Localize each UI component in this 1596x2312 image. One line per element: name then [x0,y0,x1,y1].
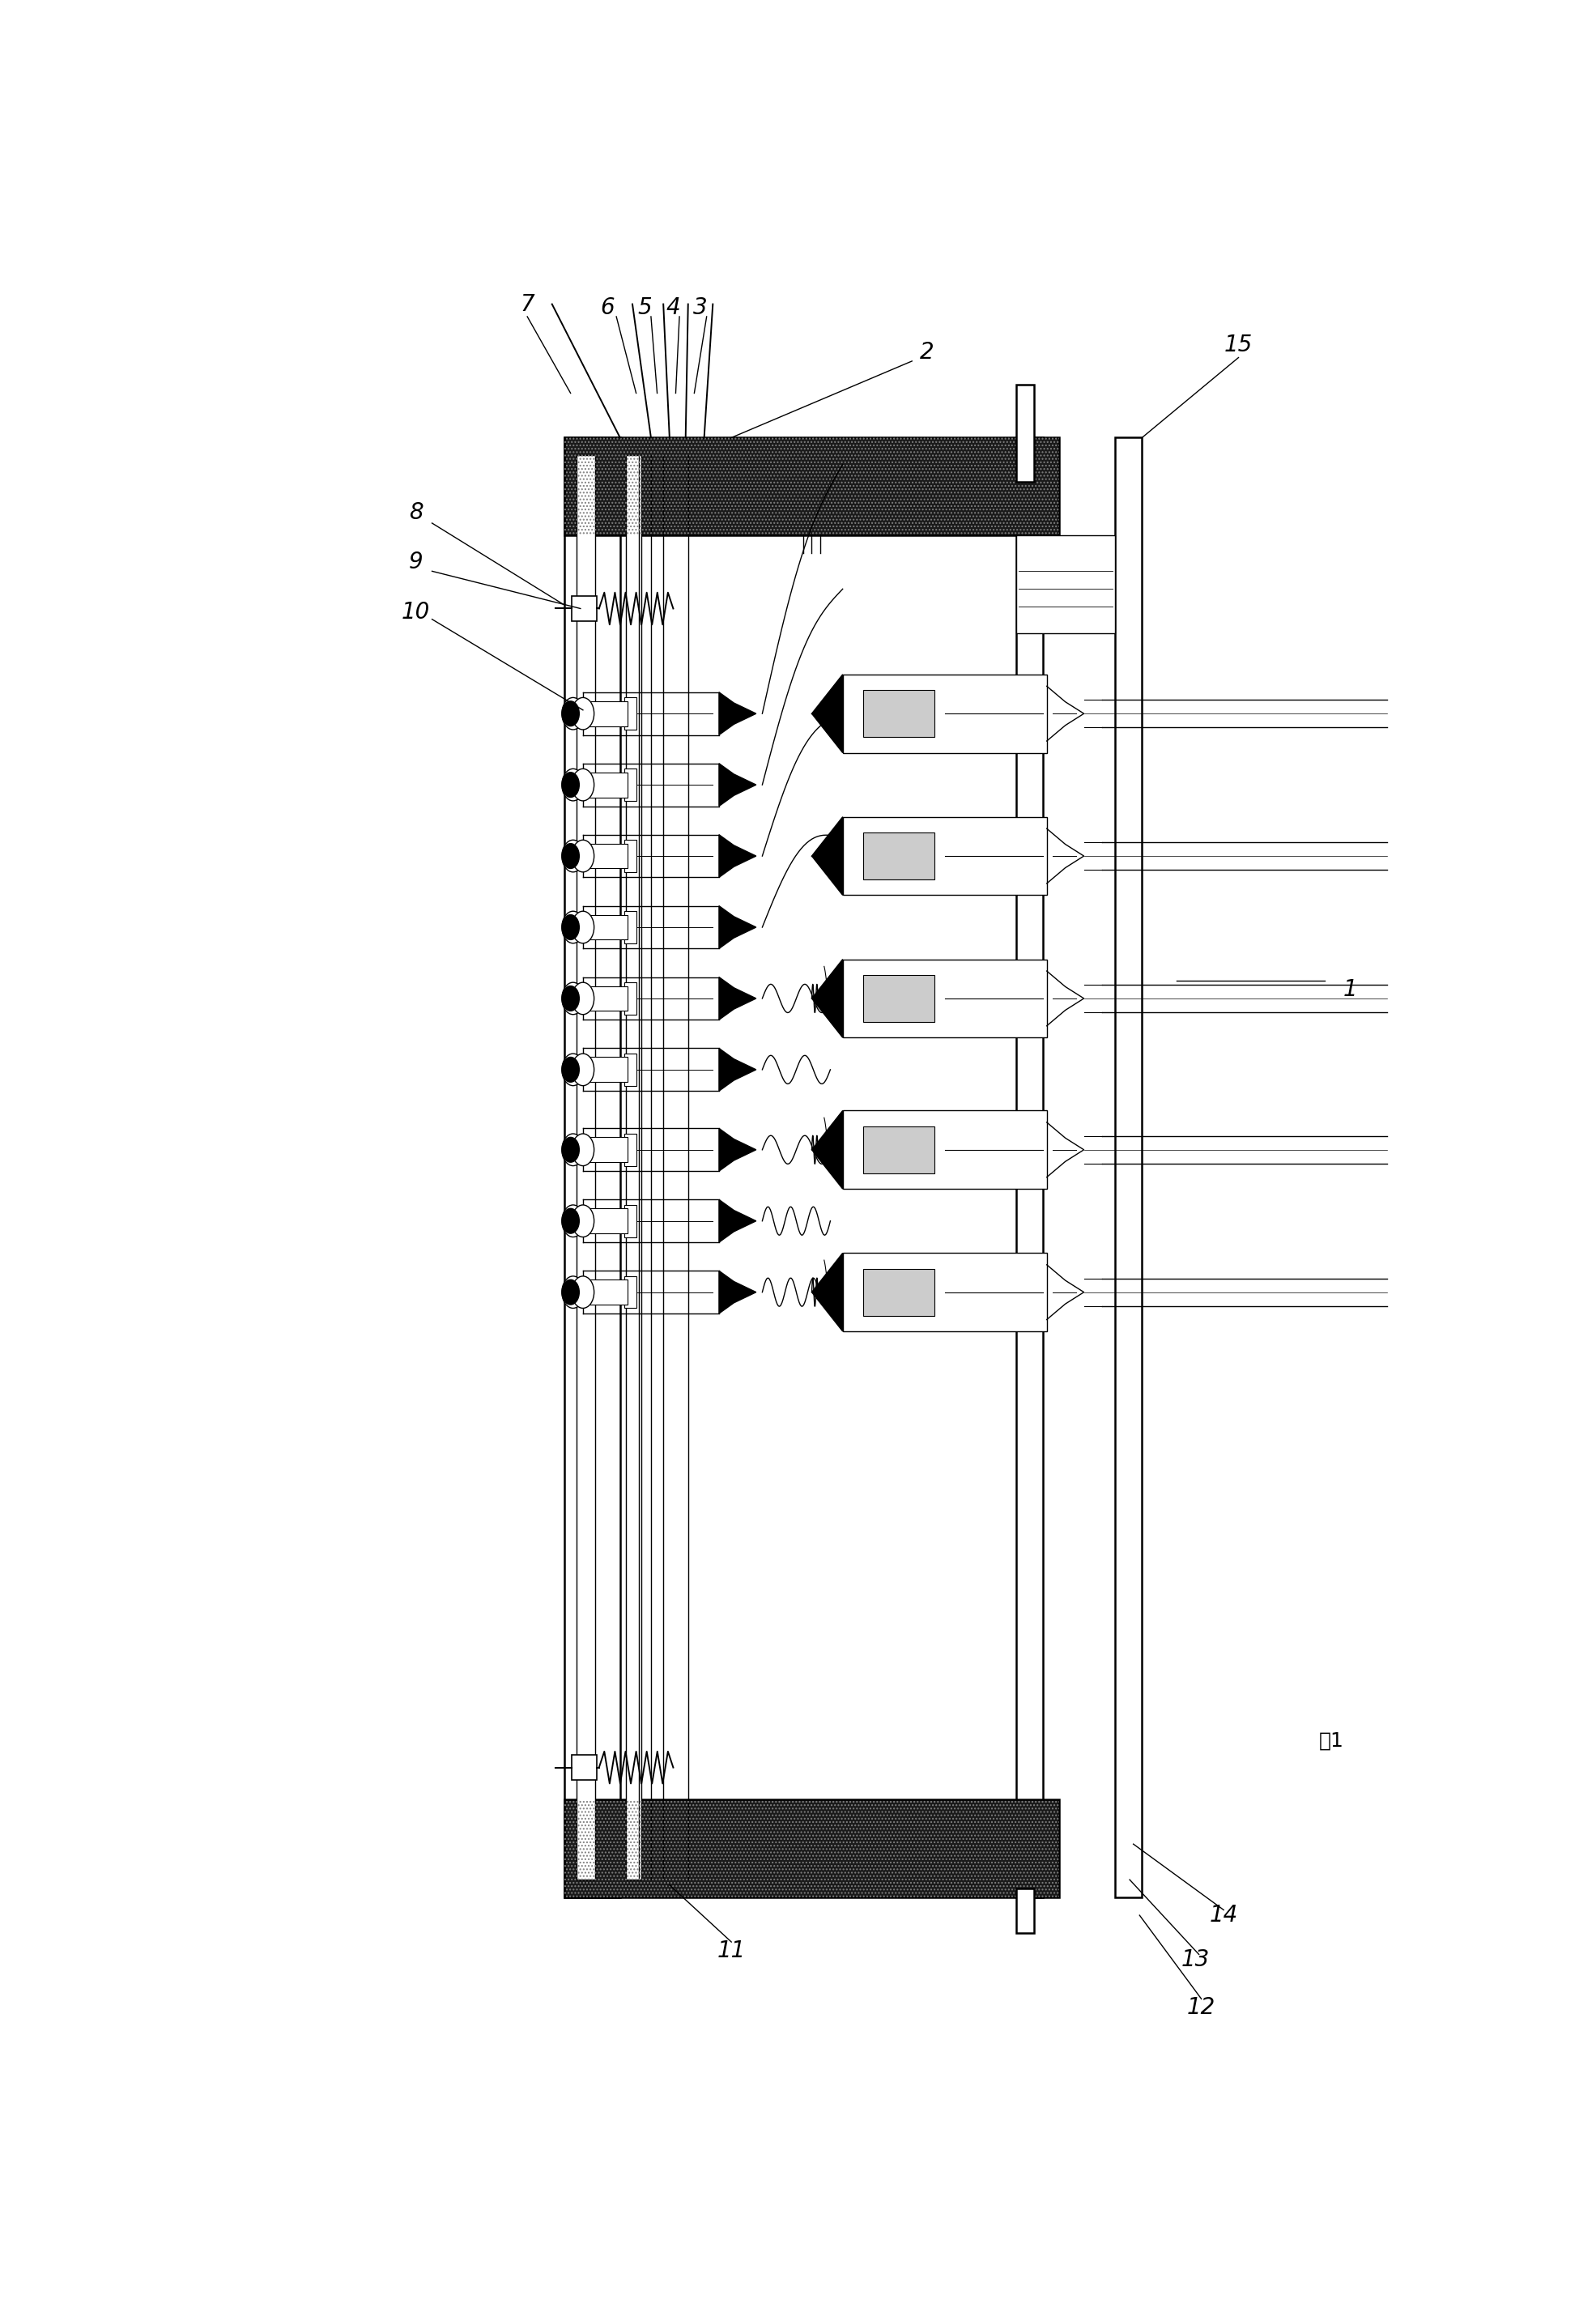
Circle shape [571,839,594,872]
Bar [565,1799,1060,1898]
Bar [565,1799,1060,1898]
Polygon shape [812,959,843,1038]
Circle shape [562,983,584,1015]
Text: 12: 12 [1187,1998,1216,2018]
Bar [587,1057,627,1082]
Bar [565,437,1060,536]
Text: 11: 11 [717,1940,745,1963]
Polygon shape [718,835,757,876]
Circle shape [571,770,594,800]
Bar [1017,437,1044,1898]
Bar [1017,1889,1034,1933]
Bar [587,1138,627,1163]
Text: 15: 15 [1224,333,1253,356]
Circle shape [562,1054,584,1087]
Bar [624,1054,637,1087]
Bar [843,816,1047,895]
Circle shape [562,1133,584,1165]
Bar [863,832,935,879]
Circle shape [562,1281,579,1304]
Circle shape [562,770,584,800]
Bar [863,1126,935,1172]
Circle shape [571,1054,594,1087]
Circle shape [562,1276,584,1309]
Text: 6: 6 [600,296,614,319]
Bar [1114,437,1143,1898]
Bar [843,1253,1047,1332]
Circle shape [562,844,579,869]
Polygon shape [718,1047,757,1091]
Circle shape [562,985,579,1010]
Text: 3: 3 [693,296,707,319]
Bar [863,976,935,1022]
Bar [863,1269,935,1316]
Bar [587,985,627,1010]
Polygon shape [718,906,757,948]
Bar [571,1755,597,1780]
Text: 13: 13 [1181,1949,1210,1972]
Circle shape [562,698,584,731]
Text: 2: 2 [919,340,934,363]
Bar [587,772,627,798]
Text: 9: 9 [409,550,423,573]
Text: 8: 8 [409,502,423,525]
Bar [843,1110,1047,1188]
Bar [565,437,1060,536]
Bar [587,1281,627,1304]
Circle shape [571,1205,594,1237]
Text: 14: 14 [1210,1903,1238,1926]
Polygon shape [812,1253,843,1332]
Bar [843,675,1047,754]
Bar [624,983,637,1015]
Circle shape [562,772,579,798]
Circle shape [562,1205,584,1237]
Circle shape [562,839,584,872]
Bar [587,916,627,939]
Bar [587,1209,627,1232]
Bar [624,839,637,872]
Circle shape [562,1057,579,1082]
Bar [1017,536,1116,633]
Polygon shape [718,691,757,735]
Polygon shape [812,1110,843,1188]
Bar [571,596,597,622]
Text: 图1: 图1 [1318,1732,1344,1750]
Text: 7: 7 [520,294,535,314]
Circle shape [571,1276,594,1309]
Bar [565,437,619,1898]
Polygon shape [812,675,843,754]
Polygon shape [718,978,757,1020]
Bar [587,844,627,869]
Polygon shape [718,1128,757,1172]
Bar [624,770,637,800]
Bar [624,1276,637,1309]
Circle shape [562,701,579,726]
Bar [626,455,642,1880]
Bar [624,1133,637,1165]
Text: 1: 1 [1342,978,1357,1001]
Circle shape [562,1209,579,1232]
Bar [863,689,935,738]
Bar [587,701,627,726]
Circle shape [571,911,594,943]
Circle shape [562,916,579,939]
Circle shape [571,698,594,731]
Circle shape [571,983,594,1015]
Bar [576,455,595,1880]
Polygon shape [718,1272,757,1313]
Text: 10: 10 [402,601,431,624]
Polygon shape [718,763,757,807]
Polygon shape [718,1200,757,1242]
Bar [624,1205,637,1237]
Text: 5: 5 [638,296,651,319]
Bar [1017,384,1034,483]
Bar [843,959,1047,1038]
Bar [624,698,637,731]
Circle shape [562,1138,579,1163]
Text: 4: 4 [666,296,680,319]
Polygon shape [812,816,843,895]
Bar [624,911,637,943]
Circle shape [571,1133,594,1165]
Circle shape [562,911,584,943]
